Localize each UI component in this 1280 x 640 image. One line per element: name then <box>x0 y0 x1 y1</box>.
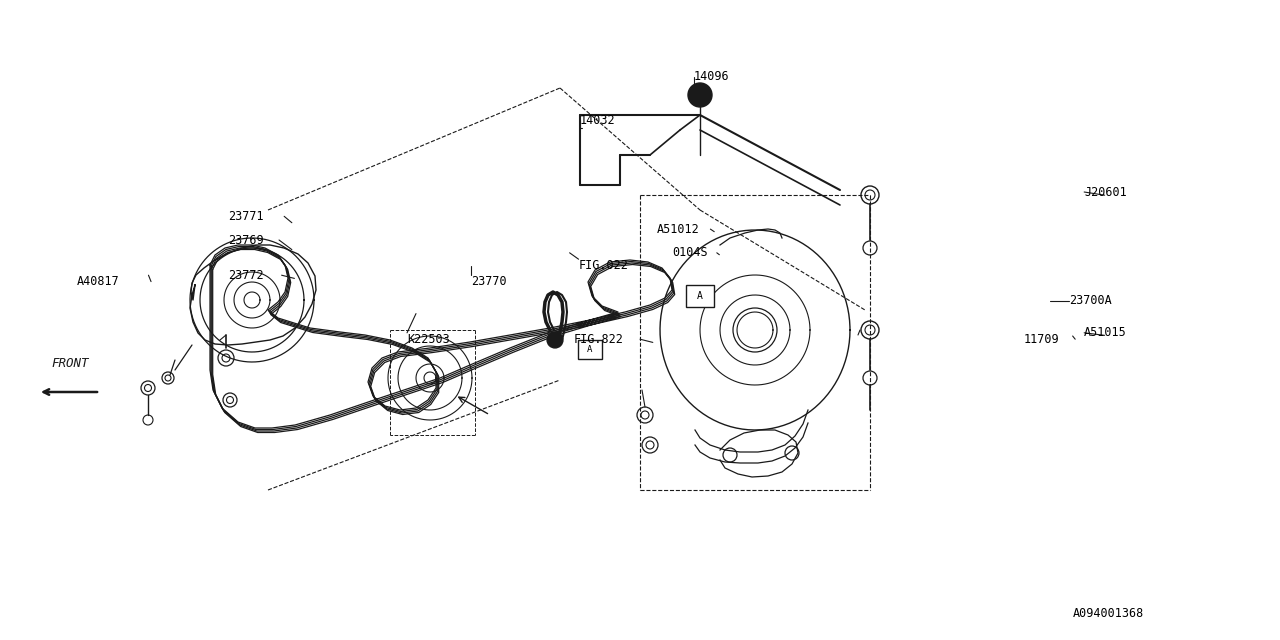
Text: J20601: J20601 <box>1084 186 1126 198</box>
Text: A40817: A40817 <box>77 275 119 288</box>
Circle shape <box>694 89 707 101</box>
Text: A: A <box>588 344 593 353</box>
Text: A: A <box>698 291 703 301</box>
Text: 23700A: 23700A <box>1069 294 1111 307</box>
Circle shape <box>689 83 712 107</box>
Text: A51015: A51015 <box>1084 326 1126 339</box>
Text: A094001368: A094001368 <box>1073 607 1144 620</box>
Text: FIG.022: FIG.022 <box>579 259 628 272</box>
Text: 23771: 23771 <box>228 210 264 223</box>
Text: FIG.822: FIG.822 <box>573 333 623 346</box>
Bar <box>686 285 714 307</box>
Text: 14096: 14096 <box>694 70 730 83</box>
Text: 23772: 23772 <box>228 269 264 282</box>
Text: 23769: 23769 <box>228 234 264 246</box>
Text: A51012: A51012 <box>657 223 699 236</box>
Bar <box>579 340 602 359</box>
Text: 11709: 11709 <box>1024 333 1060 346</box>
Text: 0104S: 0104S <box>672 246 708 259</box>
Text: K22503: K22503 <box>407 333 449 346</box>
Text: 23770: 23770 <box>471 275 507 288</box>
Circle shape <box>547 332 563 348</box>
Text: FRONT: FRONT <box>51 357 88 370</box>
Text: 14032: 14032 <box>580 114 616 127</box>
Circle shape <box>550 336 559 344</box>
